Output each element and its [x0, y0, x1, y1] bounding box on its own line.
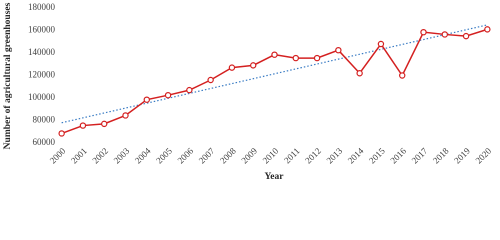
- data-point: [122, 112, 129, 119]
- trend-line: [61, 24, 488, 124]
- data-point: [313, 54, 321, 62]
- data-point: [484, 26, 491, 33]
- x-tick-label: 2017: [410, 145, 430, 165]
- x-tick-label: 2018: [431, 145, 451, 165]
- y-tick-label: 140000: [28, 47, 56, 57]
- y-axis-title: Number of agricultural greenhouses: [3, 2, 13, 149]
- data-point: [356, 70, 363, 77]
- data-point: [101, 120, 108, 128]
- x-tick-label: 2006: [175, 145, 195, 165]
- chart: Year Number of agricultural greenhouses …: [3, 2, 493, 182]
- y-tick-label: 160000: [28, 25, 56, 35]
- data-point: [58, 130, 65, 137]
- x-tick-label: 2004: [133, 145, 153, 165]
- data-point: [186, 86, 193, 94]
- data-point: [250, 62, 257, 69]
- data-point: [399, 72, 406, 79]
- x-tick-label: 2020: [473, 145, 493, 165]
- data-point: [271, 51, 278, 58]
- y-tick-label: 180000: [28, 2, 56, 12]
- x-tick-label: 2010: [261, 145, 281, 165]
- data-point: [441, 31, 448, 38]
- data-point: [462, 32, 470, 40]
- x-tick-label: 2005: [154, 145, 174, 165]
- x-tick-label: 2001: [69, 146, 89, 166]
- x-tick-label: 2008: [218, 145, 238, 165]
- x-tick-label: 2009: [239, 145, 259, 165]
- x-tick-label: 2012: [303, 146, 323, 166]
- data-point: [420, 28, 427, 36]
- data-point: [79, 122, 87, 129]
- x-tick-label: 2007: [197, 145, 217, 165]
- y-tick-label: 60000: [33, 137, 56, 147]
- data-point: [377, 40, 385, 48]
- y-tick-label: 120000: [28, 70, 56, 80]
- data-point: [228, 64, 236, 71]
- x-tick-label: 2013: [324, 145, 344, 165]
- x-tick-label: 2011: [282, 146, 302, 166]
- x-tick-label: 2019: [452, 145, 472, 165]
- x-tick-label: 2014: [346, 145, 366, 165]
- data-point: [292, 54, 299, 62]
- x-tick-label: 2016: [388, 145, 408, 165]
- data-point: [164, 91, 172, 99]
- x-tick-label: 2003: [112, 145, 132, 165]
- x-tick-label: 2015: [367, 145, 387, 165]
- data-point: [207, 76, 214, 84]
- data-point: [335, 46, 342, 54]
- data-point: [143, 96, 150, 103]
- y-tick-label: 100000: [28, 92, 56, 102]
- y-tick-label: 80000: [33, 115, 56, 125]
- x-axis-title: Year: [265, 172, 285, 182]
- x-tick-label: 2002: [90, 146, 110, 166]
- x-tick-label: 2000: [48, 145, 68, 165]
